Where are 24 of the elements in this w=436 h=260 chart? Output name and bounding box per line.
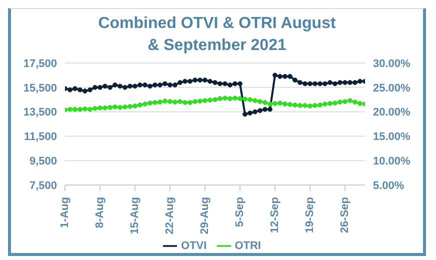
y-tick-label: 13,500 — [23, 106, 57, 119]
x-tick-label: 22-Aug — [164, 197, 176, 234]
y-tick-label: 15,500 — [23, 82, 57, 94]
chart-title: Combined OTVI & OTRI August & September 2021 — [97, 14, 337, 56]
y2-tick-label: 25.00% — [373, 82, 411, 94]
y-tick-label: 17,500 — [23, 58, 57, 70]
legend-label: OTVI — [181, 240, 207, 252]
x-tick-label: 5-Sep — [234, 196, 246, 227]
x-tick-label: 1-Aug — [59, 197, 71, 228]
x-tick-label: 12-Sep — [269, 196, 281, 234]
x-tick-label: 15-Aug — [129, 197, 141, 234]
y-tick-label: 7,500 — [29, 180, 57, 192]
y2-tick-label: 30.00% — [373, 58, 411, 70]
y2-tick-label: 20.00% — [373, 106, 411, 119]
y2-tick-label: 10.00% — [373, 156, 411, 168]
y2-tick-label: 15.00% — [373, 131, 411, 144]
legend-label: OTRI — [234, 240, 261, 252]
x-tick-label: 29-Aug — [199, 197, 211, 234]
x-tick-label: 8-Aug — [94, 197, 106, 228]
y-tick-label: 9,500 — [29, 156, 57, 168]
x-tick-label: 19-Sep — [304, 196, 316, 234]
y-tick-label: 11,500 — [24, 131, 57, 144]
x-tick-label: 26-Sep — [339, 196, 351, 234]
y2-tick-label: 5.00% — [373, 180, 404, 192]
